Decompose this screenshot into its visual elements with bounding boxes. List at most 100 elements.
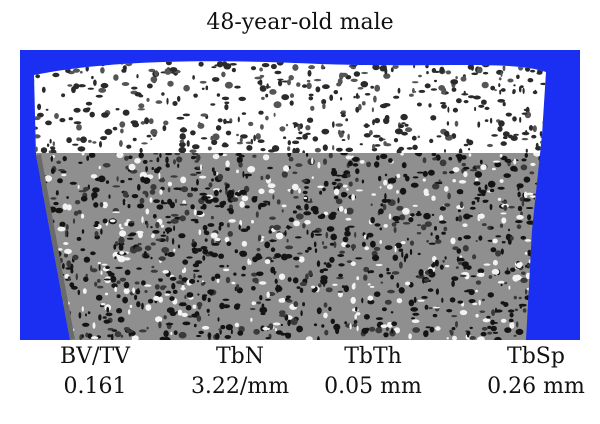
bone-speckle: [348, 181, 353, 187]
bone-speckle: [524, 239, 532, 242]
bone-speckle: [278, 273, 286, 280]
bone-speckle: [435, 234, 440, 240]
bone-speckle: [311, 288, 317, 293]
bone-speckle: [290, 188, 294, 195]
metric-name: TbSp: [507, 344, 565, 369]
bone-speckle: [104, 292, 109, 296]
bone-speckle: [501, 217, 507, 224]
bone-speckle: [269, 89, 277, 95]
bone-speckle: [451, 280, 455, 287]
bone-speckle: [400, 153, 404, 156]
bone-speckle: [156, 157, 160, 163]
bone-speckle: [108, 194, 111, 199]
bone-speckle: [141, 142, 148, 145]
bone-speckle: [501, 200, 508, 203]
bone-speckle: [87, 87, 95, 90]
bone-speckle: [396, 173, 401, 179]
bone-speckle: [112, 185, 121, 188]
bone-speckle: [432, 313, 438, 318]
bone-speckle: [465, 214, 474, 218]
bone-speckle: [465, 265, 472, 270]
bone-speckle: [313, 78, 322, 82]
bone-speckle: [452, 246, 459, 251]
bone-speckle: [338, 263, 345, 267]
bone-speckle: [502, 102, 506, 107]
bone-speckle: [272, 194, 275, 200]
metric-name: TbTh: [344, 344, 402, 369]
bone-speckle: [116, 280, 121, 285]
bone-speckle: [329, 94, 334, 101]
bone-speckle: [191, 153, 198, 156]
bone-speckle: [230, 329, 233, 335]
bone-speckle: [207, 146, 212, 151]
bone-speckle: [100, 228, 103, 235]
bone-speckle: [539, 131, 543, 137]
bone-speckle: [498, 120, 505, 127]
bone-speckle: [508, 318, 514, 323]
bone-speckle: [490, 85, 496, 91]
bone-speckle: [479, 310, 486, 314]
bone-speckle: [188, 192, 193, 198]
bone-speckle: [305, 249, 309, 253]
bone-speckle: [231, 67, 236, 73]
bone-speckle: [192, 75, 195, 80]
bone-speckle: [136, 230, 144, 234]
bone-speckle: [96, 285, 104, 289]
bone-speckle: [93, 202, 99, 208]
bone-speckle: [296, 136, 303, 140]
bone-speckle: [215, 125, 222, 131]
bone-speckle: [367, 295, 374, 301]
bone-speckle: [199, 192, 208, 196]
bone-speckle: [44, 175, 52, 182]
bone-speckle: [378, 175, 382, 182]
bone-speckle: [266, 83, 269, 89]
metric-value: 0.05 mm: [324, 374, 422, 399]
bone-speckle: [251, 219, 254, 224]
bone-speckle: [459, 309, 468, 316]
bone-speckle: [423, 278, 430, 282]
bone-speckle: [211, 66, 217, 69]
bone-speckle: [128, 221, 135, 224]
bone-speckle: [463, 75, 466, 79]
bone-speckle: [321, 99, 327, 105]
bone-speckle: [234, 249, 238, 254]
bone-speckle: [176, 156, 183, 163]
bone-speckle: [285, 295, 291, 299]
bone-speckle: [366, 161, 372, 168]
bone-speckle: [98, 165, 102, 170]
bone-speckle: [387, 178, 391, 184]
bone-speckle: [286, 299, 293, 303]
bone-speckle: [176, 280, 184, 285]
bone-speckle: [481, 298, 485, 302]
bone-speckle: [439, 206, 446, 211]
bone-speckle: [249, 260, 252, 265]
bone-speckle: [424, 83, 431, 89]
bone-speckle: [384, 299, 392, 305]
bone-speckle: [57, 178, 63, 184]
bone-speckle: [224, 335, 232, 339]
bone-speckle: [183, 267, 187, 273]
bone-speckle: [251, 272, 258, 277]
bone-speckle: [163, 330, 169, 338]
bone-speckle: [432, 157, 437, 161]
bone-speckle: [521, 200, 525, 207]
bone-speckle: [388, 213, 392, 220]
bone-speckle: [132, 137, 137, 142]
bone-speckle: [418, 89, 426, 93]
bone-speckle: [266, 291, 270, 298]
bone-speckle: [510, 267, 516, 272]
bone-speckle: [366, 235, 369, 240]
bone-speckle: [401, 131, 408, 136]
bone-speckle: [441, 104, 447, 109]
metric-bv-tv: BV/TV 0.161: [40, 342, 150, 402]
bone-speckle: [163, 120, 169, 126]
bone-speckle: [167, 181, 173, 187]
bone-speckle: [431, 213, 435, 216]
bone-speckle: [353, 322, 357, 328]
bone-speckle: [298, 188, 301, 194]
bone-speckle: [219, 201, 225, 209]
bone-speckle: [499, 179, 504, 183]
bone-speckle: [119, 121, 126, 128]
bone-speckle: [333, 188, 340, 196]
bone-speckle: [145, 304, 152, 311]
